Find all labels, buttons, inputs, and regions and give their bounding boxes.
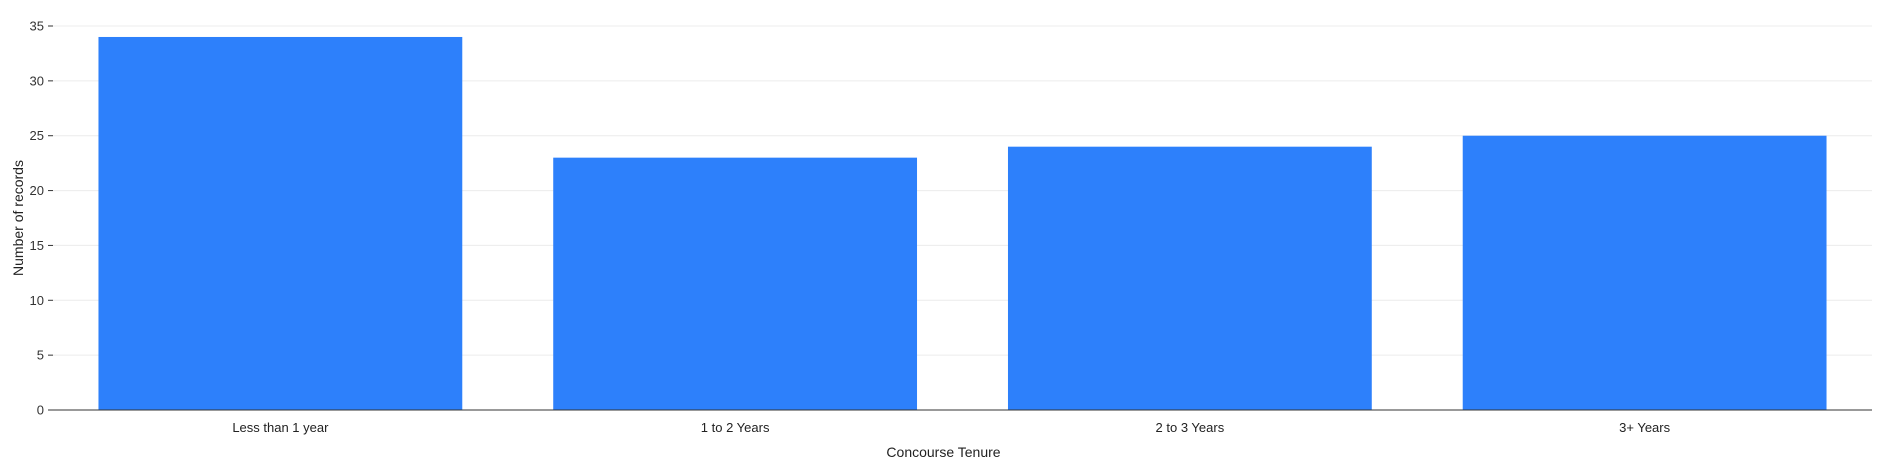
y-tick-label: 0 [37, 403, 44, 418]
y-tick-label: 5 [37, 348, 44, 363]
x-axis-ticks: Less than 1 year 1 to 2 Years 2 to 3 Years… [232, 420, 1670, 435]
x-tick-label: 3+ Years [1619, 420, 1670, 435]
y-tick-label: 35 [30, 19, 44, 34]
bar[interactable] [98, 36, 463, 410]
bars [98, 36, 1827, 410]
bar[interactable] [1462, 135, 1827, 410]
y-tick-label: 10 [30, 293, 44, 308]
x-tick-label: 1 to 2 Years [701, 420, 770, 435]
x-tick-label: Less than 1 year [232, 420, 329, 435]
x-tick-label: 2 to 3 Years [1156, 420, 1225, 435]
y-tick-label: 20 [30, 183, 44, 198]
y-tick-label: 15 [30, 238, 44, 253]
y-tick-label: 25 [30, 128, 44, 143]
bar[interactable] [1007, 146, 1372, 410]
y-tick-label: 30 [30, 73, 44, 88]
y-axis-title: Number of records [10, 160, 26, 276]
y-axis-ticks: 0 5 10 15 20 25 30 35 [30, 19, 53, 418]
bar[interactable] [553, 157, 918, 410]
x-axis-title: Concourse Tenure [886, 444, 1000, 460]
